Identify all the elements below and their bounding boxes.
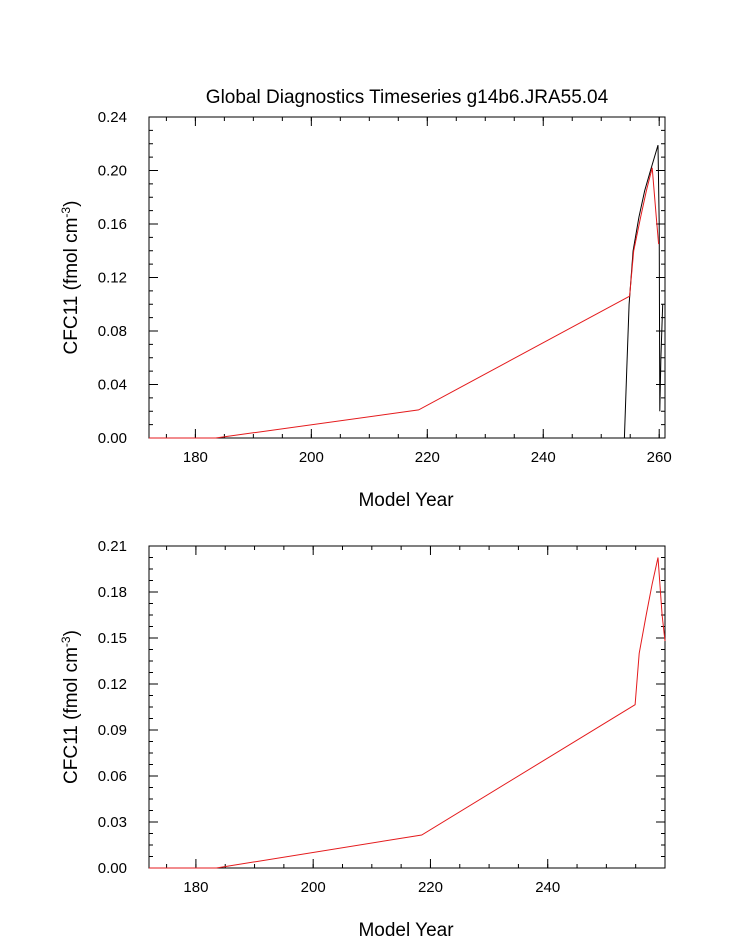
x-tick-label: 180 xyxy=(183,449,208,466)
y-tick-label: 0.00 xyxy=(98,430,127,447)
x-axis-label: Model Year xyxy=(358,490,454,511)
y-axis-label: CFC11 (fmol cm-3) xyxy=(59,630,82,784)
y-axis-label: CFC11 (fmol cm-3) xyxy=(59,201,82,355)
x-tick-label: 200 xyxy=(301,879,326,896)
chart-title: Global Diagnostics Timeseries g14b6.JRA5… xyxy=(206,87,609,108)
y-tick-label: 0.03 xyxy=(98,814,127,831)
chart-top: 180 200 220 240 260 0.00 0.04 0.08 0.12 0.16 0.20 0… xyxy=(59,109,672,511)
x-tick-label: 240 xyxy=(535,879,560,896)
x-tick-label: 240 xyxy=(531,449,556,466)
y-tick-label: 0.18 xyxy=(98,584,127,601)
series-line-1 xyxy=(149,167,660,439)
x-tick-label: 200 xyxy=(299,449,324,466)
y-tick-label: 0.00 xyxy=(98,860,127,877)
y-tick-label: 0.12 xyxy=(98,676,127,693)
y-tick-label: 0.08 xyxy=(98,323,127,340)
y-tick-label: 0.09 xyxy=(98,722,127,739)
chart-bottom: 180 200 220 240 0.00 0.03 0.06 0.09 0.12 0.15 0.18… xyxy=(59,538,666,941)
x-tick-label: 220 xyxy=(418,879,443,896)
x-tick-label: 180 xyxy=(183,879,208,896)
y-tick-label: 0.20 xyxy=(98,163,127,180)
x-axis-label: Model Year xyxy=(358,920,454,941)
plot-frame xyxy=(148,116,666,439)
y-tick-label: 0.12 xyxy=(98,270,127,287)
y-tick-label: 0.04 xyxy=(98,377,127,394)
y-tick-label: 0.15 xyxy=(98,630,127,647)
x-tick-label: 220 xyxy=(415,449,440,466)
x-tick-label: 260 xyxy=(647,449,672,466)
series-line-0 xyxy=(623,144,664,439)
y-tick-label: 0.21 xyxy=(98,538,127,555)
y-tick-label: 0.16 xyxy=(98,216,127,233)
y-tick-label: 0.06 xyxy=(98,768,127,785)
plot-frame xyxy=(148,545,666,869)
series-line-0 xyxy=(149,557,666,869)
y-tick-label: 0.24 xyxy=(98,109,127,126)
